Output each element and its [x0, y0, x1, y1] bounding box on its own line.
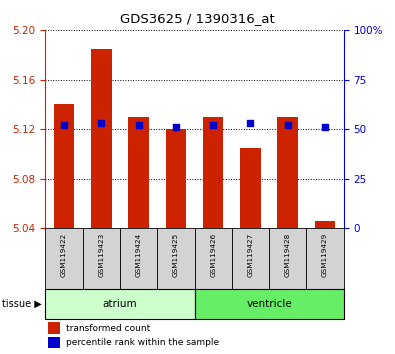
Text: GSM119423: GSM119423	[98, 233, 104, 278]
Point	[210, 122, 216, 128]
Bar	[269, 228, 307, 289]
Point	[98, 120, 105, 126]
Bar	[91, 49, 112, 228]
Bar	[128, 117, 149, 228]
Bar	[315, 221, 335, 228]
Bar	[194, 228, 232, 289]
Point	[322, 124, 328, 130]
Point	[247, 120, 254, 126]
Text: GDS3625 / 1390316_at: GDS3625 / 1390316_at	[120, 12, 275, 25]
Text: GSM119429: GSM119429	[322, 233, 328, 278]
Bar	[277, 117, 298, 228]
Text: GSM119425: GSM119425	[173, 233, 179, 278]
Point	[61, 122, 67, 128]
Text: GSM119424: GSM119424	[135, 233, 142, 278]
Point	[135, 122, 142, 128]
Text: GSM119426: GSM119426	[210, 233, 216, 278]
Bar	[307, 228, 344, 289]
Text: atrium: atrium	[103, 298, 137, 309]
Bar	[240, 148, 261, 228]
Text: ventricle: ventricle	[246, 298, 292, 309]
Bar	[232, 228, 269, 289]
Text: percentile rank within the sample: percentile rank within the sample	[66, 338, 220, 347]
Bar	[203, 117, 224, 228]
Bar	[45, 228, 83, 289]
Text: transformed count: transformed count	[66, 324, 150, 333]
Bar	[194, 289, 344, 319]
Text: tissue ▶: tissue ▶	[2, 298, 42, 309]
Point	[173, 124, 179, 130]
Text: GSM119427: GSM119427	[247, 233, 254, 278]
Text: GSM119428: GSM119428	[285, 233, 291, 278]
Bar	[45, 289, 194, 319]
Point	[284, 122, 291, 128]
Bar	[166, 129, 186, 228]
Text: GSM119422: GSM119422	[61, 233, 67, 278]
Bar	[49, 337, 60, 348]
Bar	[83, 228, 120, 289]
Bar	[54, 104, 74, 228]
Bar	[49, 322, 60, 334]
Bar	[157, 228, 194, 289]
Bar	[120, 228, 157, 289]
